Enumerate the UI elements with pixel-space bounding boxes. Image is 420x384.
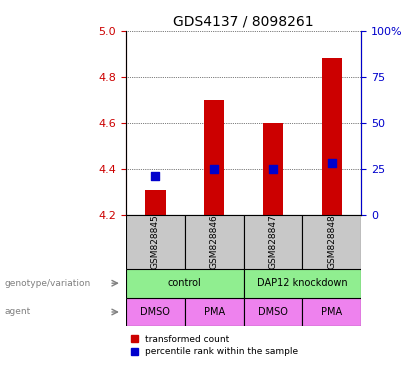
FancyBboxPatch shape bbox=[302, 215, 361, 269]
Text: PMA: PMA bbox=[204, 307, 225, 317]
Text: PMA: PMA bbox=[321, 307, 342, 317]
FancyBboxPatch shape bbox=[244, 298, 302, 326]
Text: DMSO: DMSO bbox=[140, 307, 171, 317]
Bar bbox=[263, 123, 284, 215]
FancyBboxPatch shape bbox=[244, 269, 361, 298]
FancyBboxPatch shape bbox=[185, 298, 244, 326]
FancyBboxPatch shape bbox=[302, 298, 361, 326]
Text: GSM828848: GSM828848 bbox=[327, 215, 336, 269]
Text: GSM828847: GSM828847 bbox=[268, 215, 278, 269]
Bar bbox=[322, 58, 342, 215]
FancyBboxPatch shape bbox=[126, 215, 185, 269]
Text: GSM828846: GSM828846 bbox=[210, 215, 219, 269]
Point bbox=[328, 161, 335, 167]
Text: agent: agent bbox=[4, 308, 31, 316]
Point bbox=[270, 166, 276, 172]
Point bbox=[211, 166, 218, 172]
Text: genotype/variation: genotype/variation bbox=[4, 279, 90, 288]
FancyBboxPatch shape bbox=[244, 215, 302, 269]
FancyBboxPatch shape bbox=[185, 215, 244, 269]
FancyBboxPatch shape bbox=[126, 269, 244, 298]
Title: GDS4137 / 8098261: GDS4137 / 8098261 bbox=[173, 14, 314, 28]
Bar bbox=[145, 190, 166, 215]
FancyBboxPatch shape bbox=[126, 298, 185, 326]
Point bbox=[152, 173, 159, 179]
Bar bbox=[204, 100, 225, 215]
Text: GSM828845: GSM828845 bbox=[151, 215, 160, 269]
Text: DAP12 knockdown: DAP12 knockdown bbox=[257, 278, 348, 288]
Text: control: control bbox=[168, 278, 202, 288]
Legend: transformed count, percentile rank within the sample: transformed count, percentile rank withi… bbox=[131, 335, 298, 356]
Text: DMSO: DMSO bbox=[258, 307, 288, 317]
